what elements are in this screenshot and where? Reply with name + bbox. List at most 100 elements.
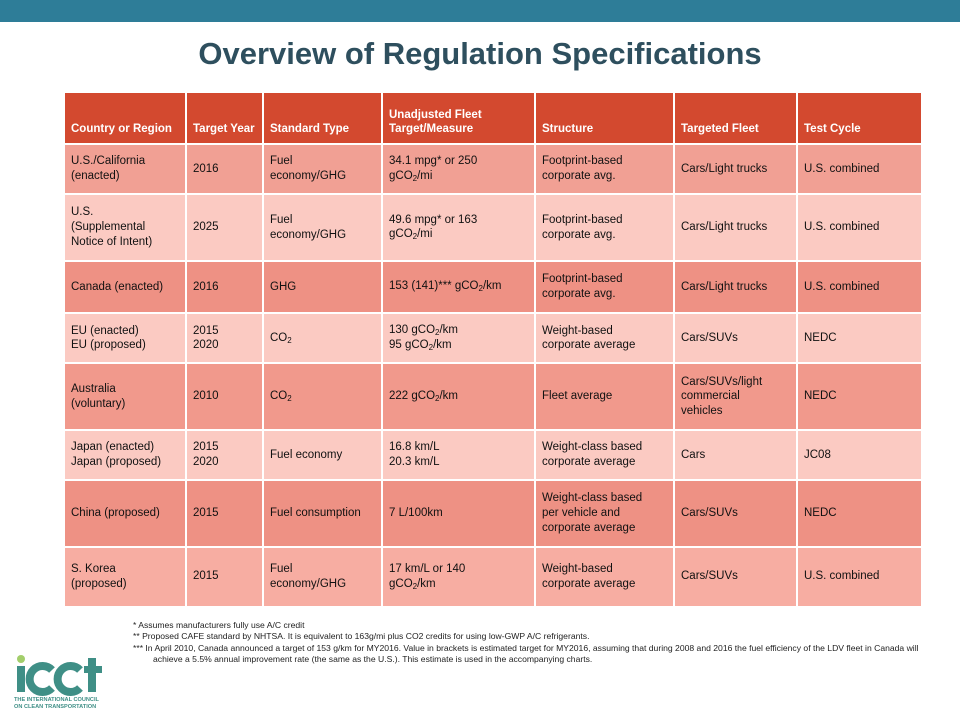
cell-structure: Fleet average xyxy=(534,362,675,431)
regulation-table-container: Country or Region Target Year Standard Typ… xyxy=(63,91,923,609)
standard-line: economy/GHG xyxy=(270,228,347,241)
structure-line: corporate average xyxy=(542,577,636,590)
region-line: Notice of Intent) xyxy=(71,235,153,248)
cell-targeted-fleet: Cars/Light trucks xyxy=(673,142,798,196)
standard-line: CO2 xyxy=(270,331,292,345)
fleet-line: Cars/SUVs xyxy=(681,570,738,583)
cell-test-cycle: U.S. combined xyxy=(796,259,923,315)
region-line: (enacted) xyxy=(71,170,120,183)
structure-line: Weight-based xyxy=(542,324,613,337)
cell-region: U.S. (Supplemental Notice of Intent) xyxy=(63,193,187,262)
cell-targeted-fleet: Cars/Light trucks xyxy=(673,193,798,262)
region-line: S. Korea xyxy=(71,563,116,576)
cell-standard-type: Fuel economy xyxy=(262,428,383,482)
header-target-year: Target Year xyxy=(185,91,264,145)
standard-line: GHG xyxy=(270,280,297,293)
cell-structure: Footprint-based corporate avg. xyxy=(534,259,675,315)
cell-target-year: 2015 2020 xyxy=(185,312,264,365)
standard-line: Fuel xyxy=(270,155,293,168)
logo-i-stem xyxy=(17,666,25,692)
structure-line: Weight-class based xyxy=(542,441,643,454)
cell-fleet-target: 16.8 km/L 20.3 km/L xyxy=(381,428,536,482)
regulation-table: Country or Region Target Year Standard Typ… xyxy=(63,91,923,609)
cell-test-cycle: JC08 xyxy=(796,428,923,482)
cell-targeted-fleet: Cars/SUVs xyxy=(673,312,798,365)
cell-test-cycle: U.S. combined xyxy=(796,142,923,196)
footnote-1: * Assumes manufacturers fully use A/C cr… xyxy=(133,620,305,630)
cell-standard-type: Fuel economy/GHG xyxy=(262,193,383,262)
logo-c-2 xyxy=(53,662,83,696)
cell-target-year: 2016 xyxy=(185,259,264,315)
table-row: Canada (enacted) 2016 GHG 153 (141)*** gCO2… xyxy=(63,259,923,315)
cell-fleet-target: 130 gCO2/km 95 gCO2/km xyxy=(381,312,536,365)
cell-region: EU (enacted) EU (proposed) xyxy=(63,312,187,365)
region-line: U.S./California xyxy=(71,155,146,168)
table-body: U.S./California (enacted) 2016 Fuel economy/… xyxy=(63,142,923,609)
table-row: S. Korea (proposed) 2015 Fuel economy/GHG 17 … xyxy=(63,545,923,609)
cell-target-year: 2015 xyxy=(185,479,264,548)
cell-targeted-fleet: Cars/SUVs xyxy=(673,545,798,609)
cell-structure: Weight-based corporate average xyxy=(534,545,675,609)
year-line: 2015 xyxy=(193,506,219,519)
icct-logo-icon: THE INTERNATIONAL COUNCIL ON CLEAN TRANS… xyxy=(14,655,102,710)
footnotes: * Assumes manufacturers fully use A/C cr… xyxy=(133,620,923,666)
cell-structure: Weight-class based corporate average xyxy=(534,428,675,482)
cell-targeted-fleet: Cars/SUVs xyxy=(673,479,798,548)
logo-t-stem xyxy=(88,658,96,692)
cell-structure: Weight-class based per vehicle and corpora… xyxy=(534,479,675,548)
fleet-line: commercial xyxy=(681,390,740,403)
year-line: 2016 xyxy=(193,280,219,293)
year-line: 2015 xyxy=(193,441,219,454)
year-line: 2020 xyxy=(193,455,219,468)
structure-line: corporate avg. xyxy=(542,287,616,300)
cell-test-cycle: NEDC xyxy=(796,479,923,548)
cell-standard-type: CO2 xyxy=(262,362,383,431)
cell-test-cycle: NEDC xyxy=(796,362,923,431)
cell-region: China (proposed) xyxy=(63,479,187,548)
year-line: 2025 xyxy=(193,221,219,234)
year-line: 2020 xyxy=(193,339,219,352)
footnote-3: *** In April 2010, Canada announced a ta… xyxy=(133,642,919,665)
cell-standard-type: GHG xyxy=(262,259,383,315)
fleet-line: vehicles xyxy=(681,404,723,417)
cell-test-cycle: NEDC xyxy=(796,312,923,365)
logo-dot-1 xyxy=(17,655,25,663)
structure-line: Footprint-based xyxy=(542,273,623,286)
footnote-2: ** Proposed CAFE standard by NHTSA. It i… xyxy=(133,631,590,642)
region-line: (proposed) xyxy=(71,577,127,590)
cell-fleet-target: 222 gCO2/km xyxy=(381,362,536,431)
structure-line: Weight-class based xyxy=(542,492,643,505)
target-line: 17 km/L or 140 xyxy=(389,562,466,575)
cell-structure: Footprint-based corporate avg. xyxy=(534,193,675,262)
fleet-line: Cars/Light trucks xyxy=(681,280,768,293)
region-line: (voluntary) xyxy=(71,397,126,410)
logo-tagline-1: THE INTERNATIONAL COUNCIL xyxy=(14,697,100,703)
target-line: 20.3 km/L xyxy=(389,455,440,468)
cell-target-year: 2025 xyxy=(185,193,264,262)
cell-region: Japan (enacted) Japan (proposed) xyxy=(63,428,187,482)
region-line: U.S. xyxy=(71,206,94,219)
header-standard-type: Standard Type xyxy=(262,91,383,145)
logo-c-1 xyxy=(25,662,55,696)
structure-line: per vehicle and xyxy=(542,506,620,519)
fleet-line: Cars/Light trucks xyxy=(681,221,768,234)
header-country: Country or Region xyxy=(63,91,187,145)
cell-test-cycle: U.S. combined xyxy=(796,545,923,609)
cell-fleet-target: 49.6 mpg* or 163 gCO2/mi xyxy=(381,193,536,262)
region-line: Canada (enacted) xyxy=(71,280,164,293)
table-row: U.S. (Supplemental Notice of Intent) 2025 Fu… xyxy=(63,193,923,262)
cell-region: Canada (enacted) xyxy=(63,259,187,315)
standard-line: economy/GHG xyxy=(270,577,347,590)
standard-line: economy/GHG xyxy=(270,170,347,183)
structure-line: Footprint-based xyxy=(542,155,623,168)
table-row: China (proposed) 2015 Fuel consumption 7 L/… xyxy=(63,479,923,548)
region-line: (Supplemental xyxy=(71,221,146,234)
header-test-cycle: Test Cycle xyxy=(796,91,923,145)
table-row: Australia (voluntary) 2010 CO2 222 gCO2/km Fl… xyxy=(63,362,923,431)
target-line: gCO2/mi xyxy=(389,169,433,183)
cell-fleet-target: 17 km/L or 140 gCO2/km xyxy=(381,545,536,609)
cell-structure: Weight-based corporate average xyxy=(534,312,675,365)
table-header-row: Country or Region Target Year Standard Typ… xyxy=(63,91,923,145)
table-row: Japan (enacted) Japan (proposed) 2015 2020 F… xyxy=(63,428,923,482)
cell-standard-type: Fuel economy/GHG xyxy=(262,545,383,609)
